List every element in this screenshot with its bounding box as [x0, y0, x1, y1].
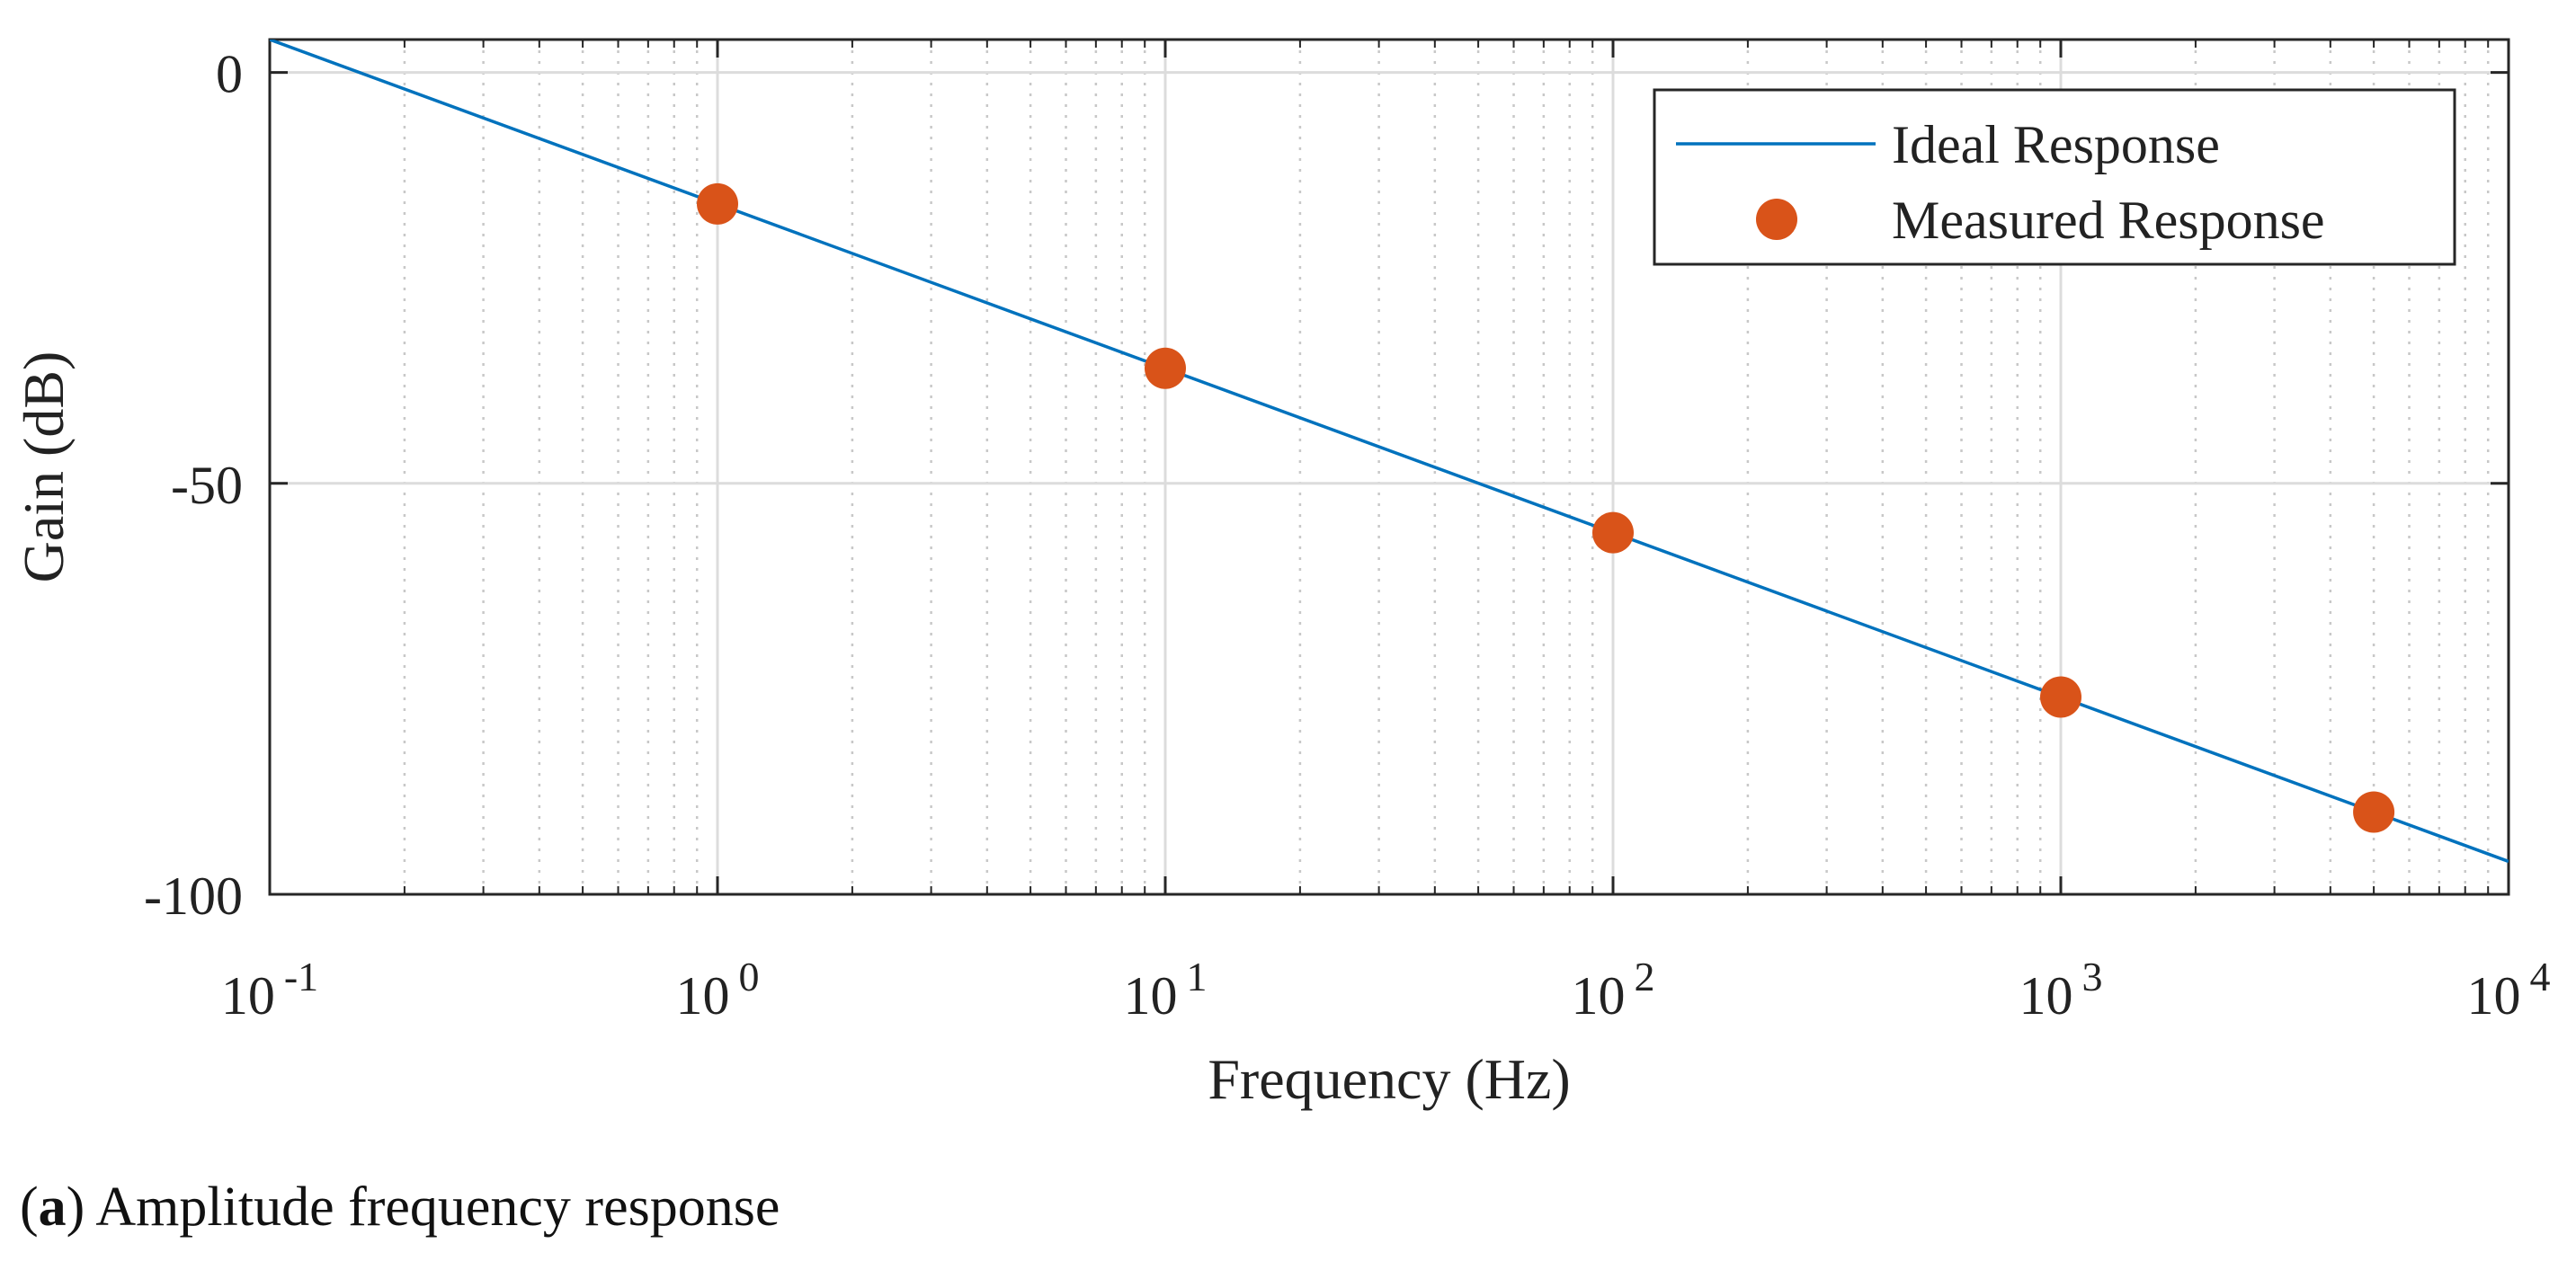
y-tick-label: 0	[216, 45, 243, 104]
x-tick-label: 10 2	[1572, 954, 1655, 1026]
measured-response-point	[697, 182, 738, 225]
caption-close-paren: )	[66, 1177, 85, 1238]
axis-ticks	[268, 40, 2510, 896]
legend-marker-swatch	[1756, 199, 1797, 240]
y-tick-labels: 0 -50 -100	[144, 45, 243, 926]
caption-open-paren: (	[20, 1177, 39, 1238]
measured-response-point	[2353, 791, 2395, 833]
measured-response-point	[1592, 511, 1634, 554]
caption-label: a	[38, 1177, 67, 1238]
measured-response-point	[1145, 347, 1186, 389]
y-tick-label: -100	[144, 866, 243, 926]
y-tick-label: -50	[171, 456, 243, 515]
x-axis-label: Frequency (Hz)	[1208, 1047, 1570, 1111]
measured-response-point	[2040, 676, 2081, 718]
frequency-response-chart: 10 -1 10 0 10 1 10 2 10 3 10 4 0 -50 -100 Frequency (…	[12, 38, 2551, 1111]
y-axis-label: Gain (dB)	[12, 351, 76, 583]
x-tick-label: 10 0	[676, 954, 760, 1026]
figure-caption: (a) Amplitude frequency response	[20, 1179, 780, 1235]
plot-frame	[268, 38, 2510, 896]
x-tick-label: 10 4	[2467, 954, 2551, 1026]
major-grid	[270, 40, 2509, 894]
series-layer	[270, 40, 2509, 864]
x-tick-label: 10 3	[2019, 954, 2103, 1026]
x-tick-label: 10 -1	[221, 954, 318, 1026]
caption-text: Amplitude frequency response	[85, 1177, 780, 1238]
x-tick-label: 10 1	[1124, 954, 1208, 1026]
legend-label: Measured Response	[1892, 191, 2325, 250]
legend: Ideal Response Measured Response	[1653, 88, 2456, 266]
x-tick-labels: 10 -1 10 0 10 1 10 2 10 3 10 4	[221, 954, 2551, 1026]
legend-label: Ideal Response	[1892, 115, 2220, 174]
ideal-response-line	[270, 40, 2509, 864]
